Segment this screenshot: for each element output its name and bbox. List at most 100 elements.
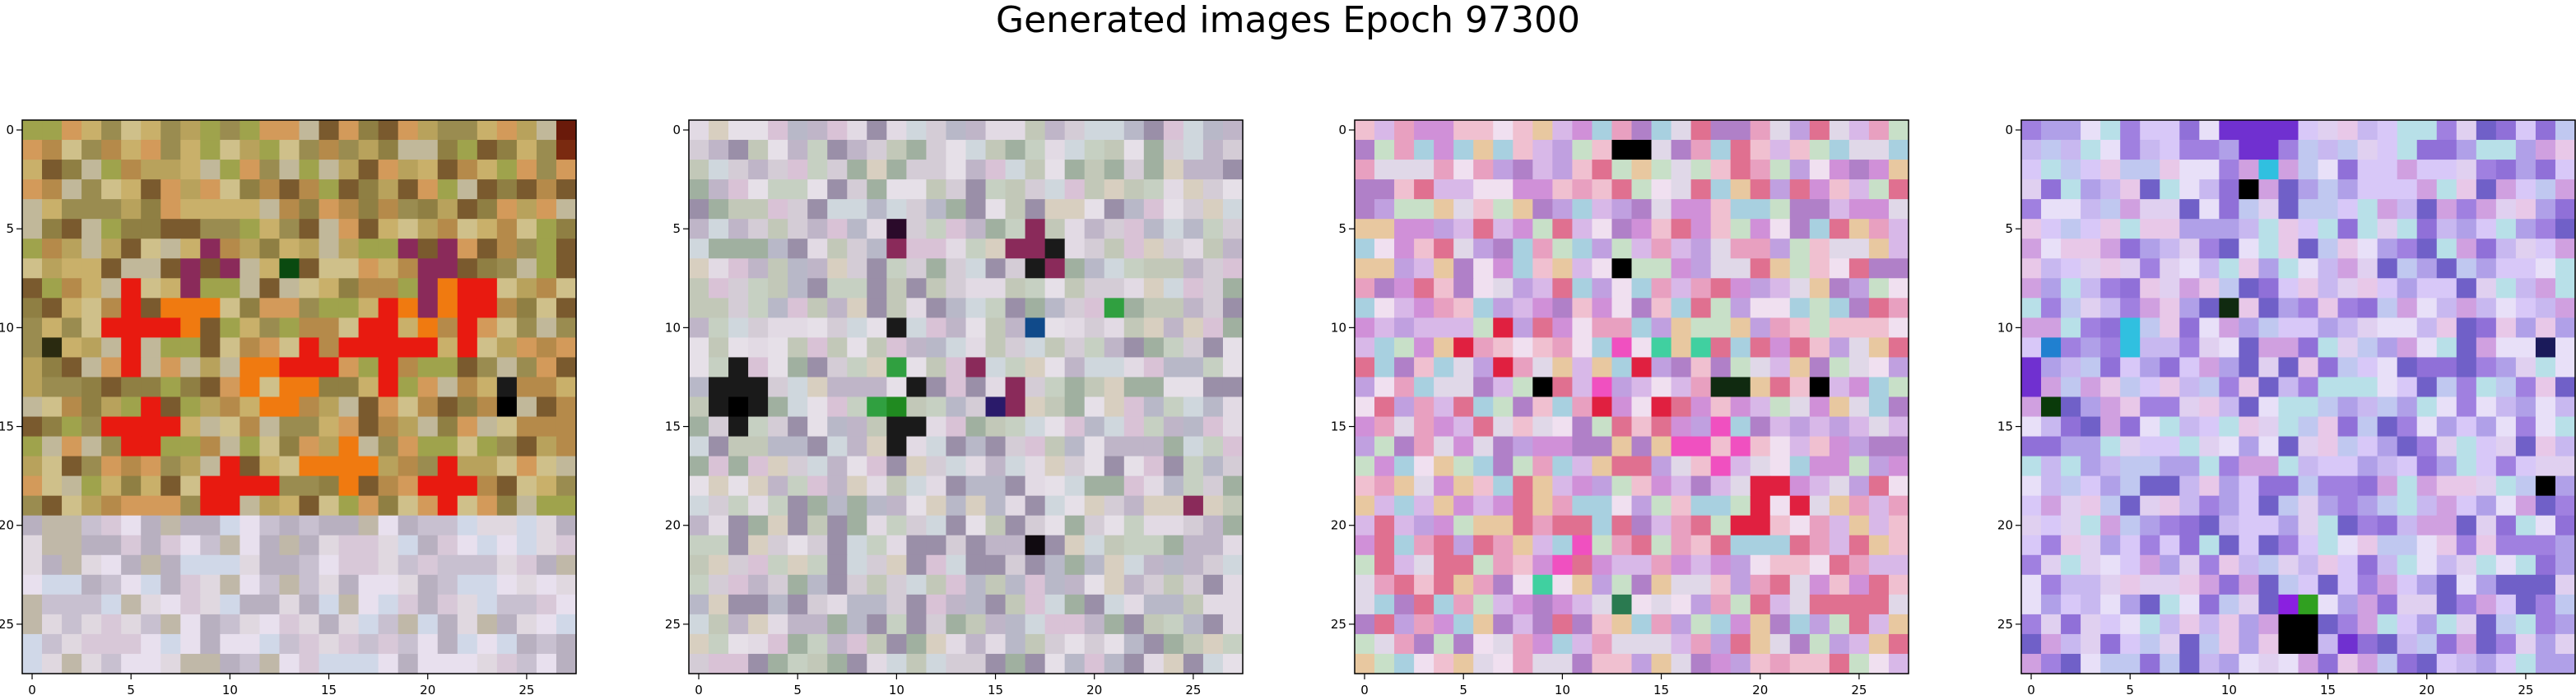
heatmap-cell <box>1064 594 1086 615</box>
heatmap-cell <box>788 436 808 457</box>
heatmap-cell <box>81 396 102 418</box>
heatmap-cell <box>42 239 63 259</box>
heatmap-cell <box>1789 258 1811 279</box>
x-tick-label: 0 <box>695 683 703 695</box>
heatmap-cell <box>728 317 749 338</box>
heatmap-cell <box>2436 199 2457 220</box>
heatmap-cell <box>946 317 967 338</box>
heatmap-cell <box>200 554 221 576</box>
heatmap-cell <box>728 475 749 497</box>
heatmap-cell <box>1710 317 1732 338</box>
heatmap-cell <box>1552 515 1573 536</box>
heatmap-cell <box>1789 357 1811 378</box>
heatmap-cell <box>985 298 1007 318</box>
heatmap-cell <box>1572 396 1593 418</box>
heatmap-cell <box>2219 574 2239 595</box>
heatmap-cell <box>2535 456 2556 477</box>
heatmap-cell <box>457 535 478 556</box>
heatmap-cell <box>1829 337 1850 359</box>
heatmap-cell <box>1572 160 1593 180</box>
heatmap-cell <box>1493 416 1514 438</box>
heatmap-cell <box>2456 396 2477 418</box>
heatmap-cell <box>398 160 419 180</box>
heatmap-cell <box>2199 219 2220 239</box>
heatmap-cell <box>1374 120 1395 141</box>
heatmap-cell <box>2377 199 2398 220</box>
heatmap-cell <box>1163 515 1184 536</box>
heatmap-cell <box>417 258 439 279</box>
heatmap-cell <box>1631 278 1653 299</box>
heatmap-cell <box>1044 515 1066 536</box>
heatmap-cell <box>965 278 987 299</box>
heatmap-cell <box>1183 436 1204 457</box>
heatmap-cell <box>2219 436 2239 457</box>
heatmap-cell <box>709 554 729 576</box>
heatmap-cell <box>1690 396 1712 418</box>
heatmap-cell <box>807 179 828 200</box>
heatmap-cell <box>1453 337 1474 359</box>
heatmap-cell <box>2397 594 2418 615</box>
heatmap-cell <box>788 495 808 517</box>
heatmap-cell <box>1044 140 1066 160</box>
heatmap-cell <box>2416 614 2438 635</box>
heatmap-cell <box>1044 396 1066 418</box>
heatmap-cell <box>200 614 221 635</box>
heatmap-cell <box>926 258 947 279</box>
heatmap-cell <box>1769 298 1791 318</box>
heatmap-cell <box>477 535 498 556</box>
heatmap-cell <box>1513 436 1533 457</box>
heatmap-cell <box>279 357 300 378</box>
heatmap-cell <box>965 298 987 318</box>
heatmap-cell <box>22 239 43 259</box>
heatmap-cell <box>2140 160 2160 180</box>
heatmap-cell <box>2456 377 2477 398</box>
heatmap-cell <box>1493 436 1514 457</box>
heatmap-cell <box>358 120 379 141</box>
heatmap-cell <box>2061 337 2081 359</box>
heatmap-cell <box>200 219 221 239</box>
heatmap-cell <box>1592 396 1613 418</box>
heatmap-cell <box>2436 278 2457 299</box>
heatmap-cell <box>2100 377 2121 398</box>
heatmap-cell <box>2160 239 2180 259</box>
heatmap-cell <box>1104 614 1125 635</box>
heatmap-cell <box>42 594 63 615</box>
heatmap-cell <box>556 278 577 299</box>
heatmap-cell <box>259 357 281 378</box>
heatmap-cell <box>2081 317 2101 338</box>
heatmap-cell <box>2416 258 2438 279</box>
heatmap-cell <box>2219 554 2239 576</box>
heatmap-cell <box>926 574 947 595</box>
heatmap-cell <box>1651 535 1672 556</box>
heatmap-cell <box>358 258 379 279</box>
heatmap-cell <box>516 574 537 595</box>
heatmap-cell <box>1730 258 1751 279</box>
heatmap-cell <box>886 219 907 239</box>
heatmap-cell <box>2258 436 2280 457</box>
heatmap-cell <box>2239 475 2260 497</box>
heatmap-cell <box>1750 475 1771 497</box>
heatmap-cell <box>2278 199 2299 220</box>
heatmap-cell <box>1374 396 1395 418</box>
heatmap-cell <box>2021 456 2042 477</box>
heatmap-cell <box>847 219 867 239</box>
heatmap-cell <box>2258 535 2280 556</box>
heatmap-cell <box>926 278 947 299</box>
heatmap-cell <box>2337 140 2359 160</box>
heatmap-cell <box>2160 594 2180 615</box>
heatmap-cell <box>2436 337 2457 359</box>
heatmap-cell <box>1592 239 1613 259</box>
heatmap-cell <box>1394 337 1415 359</box>
heatmap-cell <box>319 377 340 398</box>
heatmap-cell <box>2179 179 2200 200</box>
heatmap-cell <box>358 456 379 477</box>
heatmap-cell <box>338 317 360 338</box>
heatmap-cell <box>1532 179 1553 200</box>
heatmap-cell <box>1888 278 1909 299</box>
heatmap-cell <box>1809 574 1830 595</box>
heatmap-cell <box>1532 475 1553 497</box>
heatmap-cell <box>2357 495 2378 517</box>
heatmap-cell <box>2436 475 2457 497</box>
heatmap-cell <box>1025 357 1046 378</box>
heatmap-cell <box>1084 633 1105 655</box>
